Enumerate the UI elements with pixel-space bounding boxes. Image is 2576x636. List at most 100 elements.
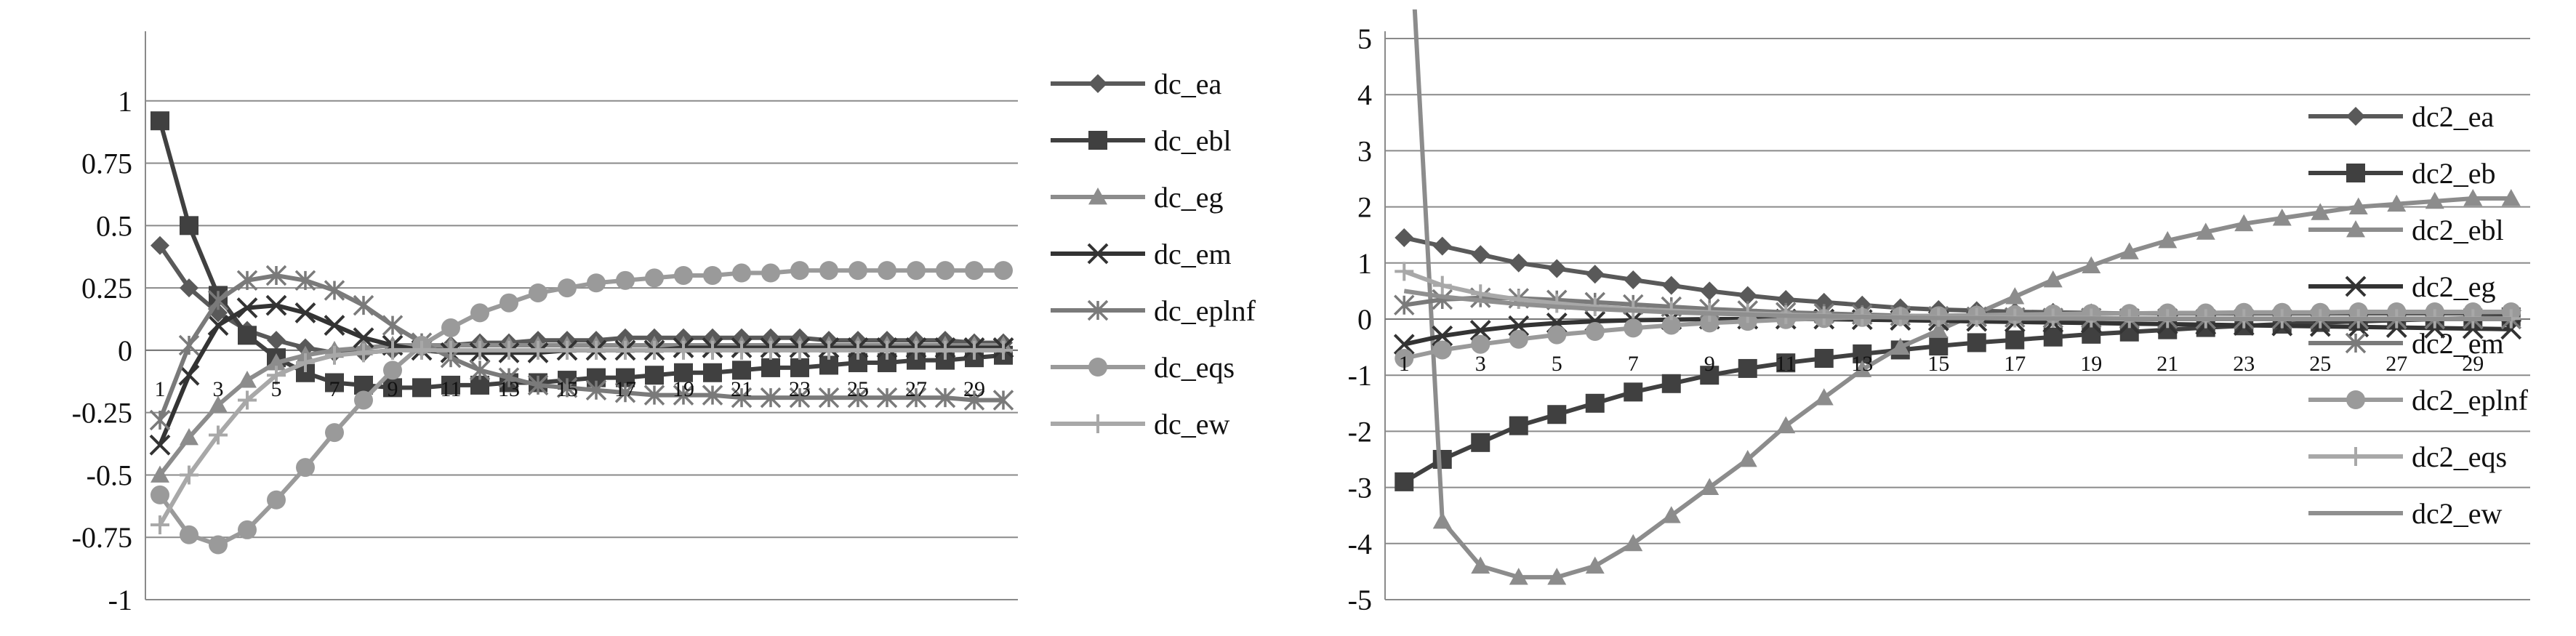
data-point-dc_ebl bbox=[383, 378, 402, 398]
data-point-dc_eqs bbox=[936, 261, 955, 281]
data-point-dc2_eplnf bbox=[1624, 318, 1643, 338]
data-point-dc_eplnf bbox=[498, 367, 520, 388]
data-point-dc2_eb bbox=[1547, 405, 1567, 424]
x-tick-label: 23 bbox=[789, 377, 811, 401]
data-point-dc_eg bbox=[151, 465, 169, 483]
data-point-dc2_eb bbox=[1509, 416, 1528, 435]
data-point-dc_eplnf bbox=[556, 377, 578, 398]
data-point-dc_eplnf bbox=[760, 387, 782, 408]
data-point-dc_eqs bbox=[209, 535, 228, 555]
data-point-dc2_ebl bbox=[1471, 556, 1490, 574]
legend-swatch-marker bbox=[2346, 107, 2365, 126]
data-point-dc2_eb bbox=[1776, 353, 1796, 373]
legend-label: dc2_ew bbox=[2412, 497, 2503, 530]
series-line-dc_eqs bbox=[158, 268, 1003, 547]
data-point-dc2_ebl bbox=[2501, 189, 2521, 206]
series-line-dc_eplnf bbox=[158, 273, 1003, 422]
legend-label: dc2_em bbox=[2412, 327, 2504, 360]
series-dc_ebl bbox=[151, 111, 1013, 398]
series-dc_eqs bbox=[151, 261, 1013, 555]
data-point-dc_eplnf bbox=[702, 385, 723, 406]
data-point-dc_em bbox=[149, 434, 171, 456]
data-point-dc2_ebl bbox=[2158, 230, 2178, 249]
data-point-dc_eg bbox=[238, 371, 257, 388]
data-point-dc_ew bbox=[703, 340, 722, 360]
data-point-dc_eqs bbox=[761, 263, 780, 283]
data-point-dc_eplnf bbox=[324, 280, 345, 301]
data-point-dc_eqs bbox=[296, 458, 315, 478]
data-point-dc_eplnf bbox=[469, 360, 491, 381]
data-point-dc2_ea bbox=[1661, 275, 1681, 295]
y-tick-label: 0 bbox=[1357, 303, 1372, 336]
data-point-dc_ew bbox=[761, 340, 780, 360]
legend-swatch-marker bbox=[1088, 414, 1107, 433]
data-point-dc2_ea bbox=[1509, 253, 1528, 273]
data-point-dc2_ebl bbox=[2082, 256, 2101, 274]
x-tick-label: 29 bbox=[963, 377, 985, 401]
data-point-dc_em bbox=[324, 315, 345, 336]
data-point-dc2_ebl bbox=[1432, 511, 1452, 529]
data-point-dc_eplnf bbox=[905, 387, 927, 408]
data-point-dc_ew bbox=[470, 340, 489, 360]
data-point-dc_eplnf bbox=[294, 270, 316, 291]
data-point-dc_ew bbox=[878, 340, 896, 360]
data-point-dc_eqs bbox=[151, 485, 169, 504]
x-tick-label: 25 bbox=[847, 377, 869, 401]
data-point-dc_eplnf bbox=[585, 379, 607, 401]
data-point-dc_ebl bbox=[151, 111, 169, 131]
x-tick-label: 13 bbox=[498, 377, 520, 401]
chart-1-series bbox=[149, 111, 1014, 555]
legend-label: dc_em bbox=[1154, 238, 1232, 270]
data-point-dc_ew bbox=[180, 465, 198, 485]
data-point-dc_ew bbox=[296, 353, 315, 373]
data-point-dc2_eb bbox=[1814, 349, 1834, 369]
x-tick-label: 25 bbox=[2309, 352, 2331, 376]
data-point-dc_eqs bbox=[354, 390, 373, 410]
legend-item-dc2_eplnf: dc2_eplnf bbox=[2308, 384, 2529, 416]
data-point-dc_eplnf bbox=[643, 385, 665, 406]
series-line-dc2_ebl bbox=[1412, 9, 2511, 580]
legend-item-dc2_eqs: dc2_eqs bbox=[2308, 440, 2507, 473]
data-point-dc_ea bbox=[267, 331, 286, 350]
data-point-dc_eplnf bbox=[614, 382, 636, 403]
data-point-dc2_eg bbox=[1393, 334, 1415, 355]
data-point-dc_ew bbox=[848, 340, 867, 360]
data-point-dc_eplnf bbox=[963, 390, 985, 411]
x-tick-label: 7 bbox=[329, 377, 340, 401]
data-point-dc_eqs bbox=[994, 261, 1013, 281]
y-tick-label: 0.75 bbox=[81, 148, 132, 180]
data-point-dc2_ebl bbox=[2311, 203, 2330, 220]
data-point-dc_ebl bbox=[325, 373, 344, 393]
data-point-dc_eqs bbox=[267, 490, 286, 510]
legend-item-dc2_eb: dc2_eb bbox=[2308, 157, 2496, 190]
data-point-dc_eplnf bbox=[992, 390, 1014, 411]
data-point-dc_eqs bbox=[470, 303, 489, 323]
data-point-dc2_eqs bbox=[1432, 275, 1452, 295]
data-point-dc_eqs bbox=[907, 261, 926, 281]
series-line-dc_ew bbox=[158, 347, 1003, 526]
legend-label: dc2_ea bbox=[2412, 100, 2495, 133]
data-point-dc_eqs bbox=[674, 265, 693, 285]
x-tick-label: 11 bbox=[441, 377, 462, 401]
x-tick-label: 11 bbox=[1775, 352, 1797, 376]
x-tick-label: 15 bbox=[1927, 352, 1949, 376]
data-point-dc_ew bbox=[965, 340, 984, 360]
data-point-dc2_ebl bbox=[2234, 214, 2254, 232]
data-point-dc_eplnf bbox=[934, 387, 956, 408]
data-point-dc_em bbox=[178, 364, 200, 386]
x-tick-label: 5 bbox=[1552, 352, 1562, 376]
y-tick-label: -4 bbox=[1348, 528, 1372, 560]
data-point-dc_eplnf bbox=[789, 387, 811, 408]
data-point-dc_eqs bbox=[238, 520, 257, 539]
x-tick-label: 3 bbox=[213, 377, 224, 401]
data-point-dc_eqs bbox=[383, 361, 402, 380]
data-point-dc2_ea bbox=[1395, 228, 1414, 248]
data-point-dc_eplnf bbox=[236, 270, 258, 291]
data-point-dc2_ea bbox=[1471, 245, 1490, 265]
series-line-dc_em bbox=[158, 303, 1003, 446]
series-line-dc_ea bbox=[158, 244, 1003, 355]
data-point-dc_eg bbox=[209, 395, 228, 413]
data-point-dc2_ebl bbox=[1509, 568, 1528, 585]
x-tick-label: 1 bbox=[1399, 352, 1410, 376]
